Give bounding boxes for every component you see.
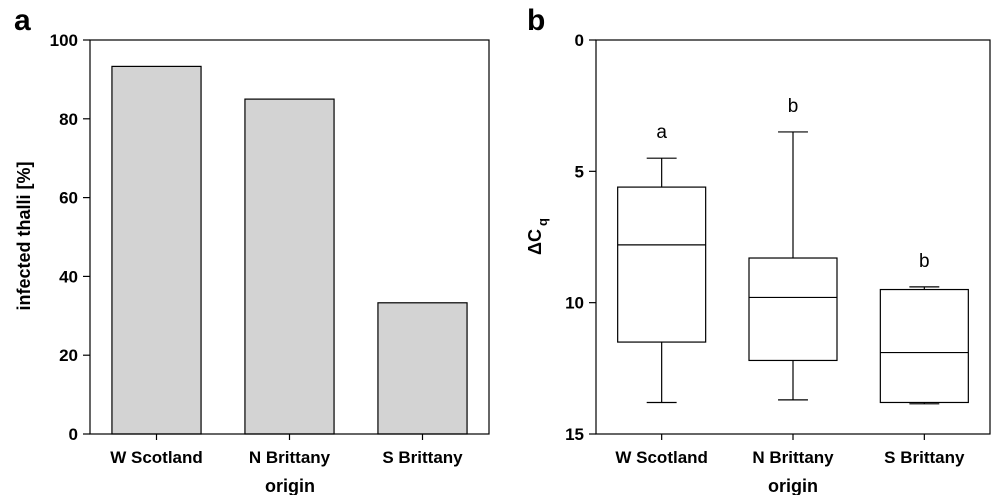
- y-tick-label-3: 60: [59, 189, 78, 208]
- panel-b-letter: b: [527, 4, 545, 37]
- box-2: [879, 288, 969, 404]
- panel-b-y-axis-title-sub: q: [535, 218, 550, 226]
- y-tick-label-5: 100: [50, 31, 78, 50]
- panel-b-x-axis-title: origin: [768, 476, 818, 495]
- b-x-tick-label-0: W Scotland: [615, 448, 708, 467]
- y-tick-label-4: 80: [59, 110, 78, 129]
- panel-a-letter: a: [14, 4, 31, 37]
- panel-b-y-axis-title: ΔC q: [525, 218, 550, 255]
- panel-b-box-plot: b ΔC q origin a b b W Scotland N Brittany S …: [525, 4, 991, 496]
- x-tick-label-0: W Scotland: [110, 448, 203, 467]
- b-y-tick-label-0: 0: [575, 31, 584, 50]
- box-1: [748, 257, 838, 362]
- y-tick-label-1: 20: [59, 346, 78, 365]
- box-1-significance-letter: b: [788, 96, 799, 117]
- bar-0: [111, 65, 202, 435]
- panel-a-bar-chart: a infected thalli [%] origin W Scotland N…: [14, 4, 490, 496]
- panel-a-plot-frame: [89, 39, 490, 435]
- box-0-significance-letter: a: [656, 122, 667, 143]
- b-x-tick-label-1: N Brittany: [752, 448, 834, 467]
- b-x-tick-label-2: S Brittany: [884, 448, 965, 467]
- panel-a-y-axis-title: infected thalli [%]: [14, 161, 34, 310]
- y-tick-label-2: 40: [59, 267, 78, 286]
- panel-b-plot-frame: [595, 39, 991, 435]
- bar-1: [244, 98, 335, 435]
- b-y-tick-label-1: 5: [575, 162, 584, 181]
- panel-a-x-axis-title: origin: [265, 476, 315, 495]
- y-tick-label-0: 0: [69, 425, 78, 444]
- x-tick-label-2: S Brittany: [382, 448, 463, 467]
- b-y-tick-label-2: 10: [565, 294, 584, 313]
- x-tick-label-1: N Brittany: [249, 448, 331, 467]
- b-y-tick-label-3: 15: [565, 425, 584, 444]
- box-2-significance-letter: b: [919, 251, 930, 272]
- bar-2: [377, 302, 468, 435]
- panel-b-y-axis-title-main: ΔC: [525, 229, 545, 255]
- box-0: [617, 186, 707, 343]
